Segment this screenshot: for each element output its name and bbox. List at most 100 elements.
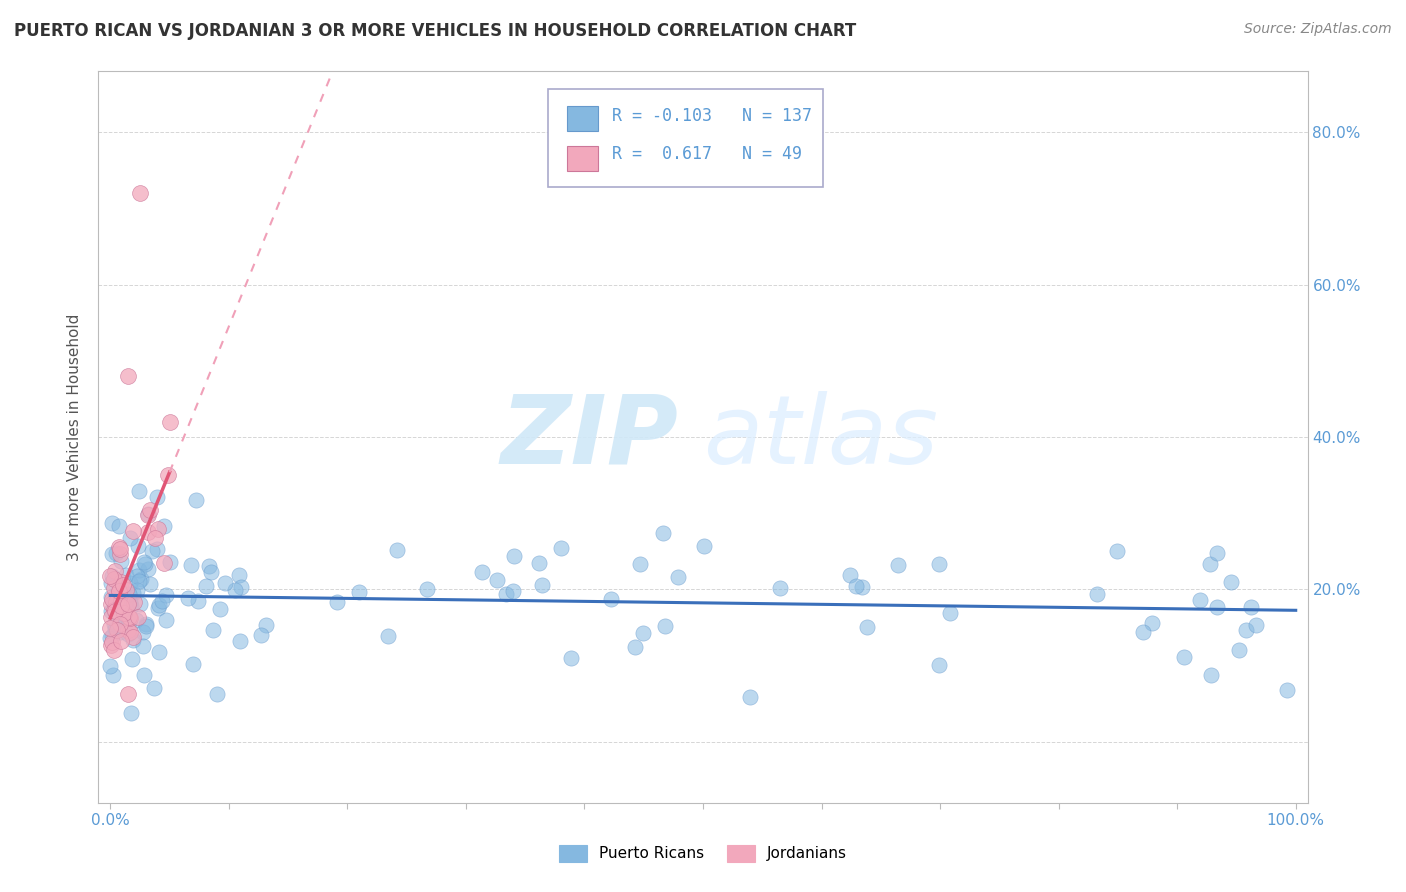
Text: atlas: atlas [703,391,938,483]
Point [654,619,676,633]
Point [150,594,173,608]
Point [1105,543,1128,558]
Point [111,577,134,591]
Point [138,525,160,540]
Point [111,610,134,624]
Point [141,543,163,558]
Point [326,595,349,609]
Text: Source: ZipAtlas.com: Source: ZipAtlas.com [1244,22,1392,37]
Point [128,484,150,499]
Point [148,645,170,659]
Point [155,588,177,602]
Point [224,582,246,597]
Point [159,555,181,569]
Point [633,626,655,640]
Point [471,565,494,579]
Point [114,596,136,610]
Point [856,620,879,634]
Point [121,652,143,666]
Point [103,667,125,681]
Point [108,541,131,556]
Point [117,623,139,637]
Point [105,624,128,638]
Point [100,638,122,652]
Point [415,582,437,596]
Point [107,583,129,598]
Point [107,590,129,604]
Point [254,618,277,632]
Point [108,617,131,632]
Point [184,493,207,508]
Point [194,579,217,593]
Point [120,625,142,640]
Point [198,558,221,573]
Point [120,706,142,720]
Text: R =  0.617   N = 49: R = 0.617 N = 49 [612,145,801,163]
Y-axis label: 3 or more Vehicles in Household: 3 or more Vehicles in Household [67,313,83,561]
Point [1234,623,1257,637]
Point [1206,545,1229,559]
Point [249,628,271,642]
Point [202,623,225,637]
Point [1220,574,1243,589]
Point [127,539,149,553]
Point [118,575,141,590]
Point [100,576,122,591]
Point [118,610,141,624]
Point [138,508,160,522]
Point [120,599,142,614]
Point [134,668,156,682]
Point [229,633,252,648]
Point [1173,650,1195,665]
Point [138,503,160,517]
Point [112,603,135,617]
Point [136,508,159,523]
Point [530,577,553,591]
Point [1199,668,1222,682]
Point [103,643,125,657]
Point [1227,642,1250,657]
Point [928,658,950,673]
Point [103,593,125,607]
Point [740,690,762,704]
Point [651,525,673,540]
Point [132,624,155,639]
Point [103,617,125,632]
Point [666,570,689,584]
Point [132,555,155,569]
Point [214,575,236,590]
Point [101,547,124,561]
Point [104,565,127,579]
Point [1205,600,1227,615]
Point [110,554,132,568]
Point [135,619,157,633]
Point [110,633,132,648]
Point [110,547,132,561]
Point [157,468,180,483]
Point [128,574,150,588]
Point [560,651,582,665]
Point [550,541,572,556]
Point [101,516,124,531]
Point [108,519,131,533]
Point [134,558,156,572]
Point [117,615,139,629]
Point [108,625,131,640]
Point [153,556,176,570]
Point [104,604,127,618]
Point [1277,683,1299,698]
Point [624,640,647,654]
Point [124,613,146,627]
Point [108,540,131,554]
Point [110,574,132,589]
Point [180,558,202,572]
Point [107,578,129,592]
Point [146,600,169,615]
Point [108,580,131,594]
Point [228,567,250,582]
Point [495,587,517,601]
Point [118,595,141,609]
Point [129,186,152,201]
Point [209,602,232,616]
Point [121,524,143,539]
